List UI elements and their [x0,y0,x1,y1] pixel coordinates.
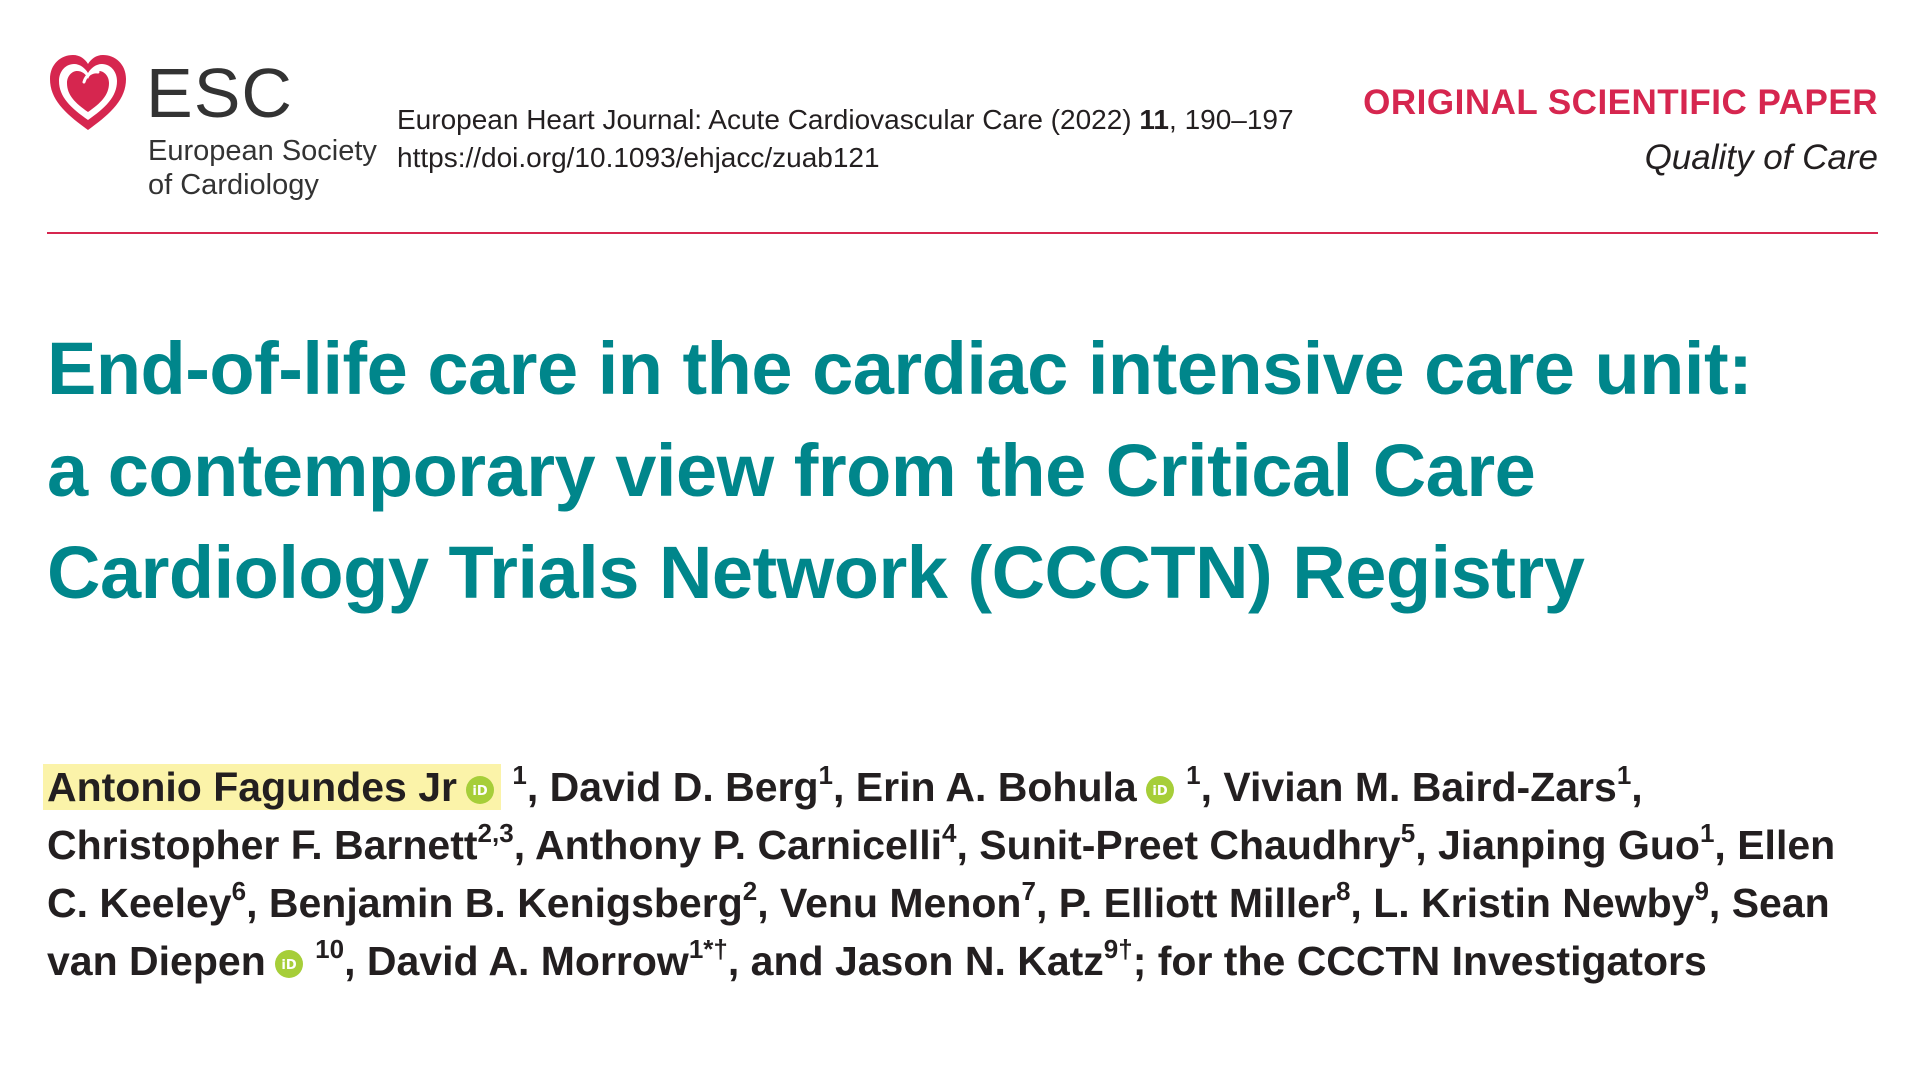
doi-link[interactable]: https://doi.org/10.1093/ehjacc/zuab121 [397,142,880,173]
author-name[interactable]: Ellen C. Keeley [47,822,1836,926]
author-name[interactable]: David D. Berg [549,764,819,810]
author-name[interactable]: Vivian M. Baird-Zars [1223,764,1617,810]
author-entry: Ellen C. Keeley6, [47,822,1835,926]
affiliation-marker[interactable]: 1*† [688,934,728,965]
author-entry: L. Kristin Newby9, [1373,878,1732,926]
author-separator: , and [727,938,835,984]
affiliation-marker[interactable]: 9 [1694,876,1709,907]
author-separator: , [526,764,550,810]
author-separator: , [246,880,269,926]
affiliation-marker[interactable]: 4 [942,818,957,849]
author-entry: David A. Morrow1*†, and [366,936,835,984]
author-name[interactable]: Sean van Diepen iD [47,880,1830,984]
affiliation-marker[interactable]: 2,3 [477,818,514,849]
author-entry: Benjamin B. Kenigsberg2, [268,878,781,926]
affiliation-marker[interactable]: 8 [1335,876,1351,907]
affiliation-marker[interactable]: 1 [512,760,527,791]
affiliation-marker[interactable]: 9† [1103,934,1133,965]
author-name[interactable]: Antonio Fagundes Jr iD [43,764,501,810]
header-divider [47,232,1878,234]
affiliation-marker[interactable]: 5 [1400,818,1416,849]
author-entry: Antonio Fagundes Jr iD 1, [43,762,550,810]
author-separator: , [1200,764,1224,810]
esc-heart-logo-icon [50,55,126,130]
society-name-line-1: European Society [148,135,377,167]
esc-wordmark: ESC [146,54,293,132]
article-title: End-of-life care in the cardiac intensiv… [47,327,1753,614]
orcid-icon[interactable]: iD [465,775,495,805]
author-separator: , [1708,880,1732,926]
svg-text:iD: iD [1152,784,1167,799]
author-separator: , [1035,880,1059,926]
esc-society-name: European Society of Cardiology [148,134,377,202]
author-entry: Anthony P. Carnicelli4, [534,820,980,868]
author-entry: David D. Berg1, [549,762,856,810]
author-name[interactable]: Sunit-Preet Chaudhry [979,822,1401,868]
author-entry: Erin A. Bohula iD 1, [856,762,1224,810]
affiliation-marker[interactable]: 6 [231,876,247,907]
journal-pages: , 190–197 [1169,104,1294,135]
journal-name: European Heart Journal: Acute Cardiovasc… [397,104,1132,135]
author-name[interactable]: Jianping Guo [1438,822,1700,868]
author-entry: Venu Menon7, [780,878,1059,926]
author-entry: Jianping Guo1, [1438,820,1738,868]
paper-type-label: ORIGINAL SCIENTIFIC PAPER [1363,83,1878,122]
affiliation-marker[interactable]: 10 [315,934,345,965]
affiliation-marker[interactable]: 2 [742,876,758,907]
affiliation-marker[interactable]: 1 [1616,760,1632,791]
author-name[interactable]: Anthony P. Carnicelli [534,822,943,868]
author-separator: , [1714,822,1738,868]
author-separator: , [956,822,980,868]
author-entry: Sean van Diepen iD 10, [47,880,1830,984]
author-list: Antonio Fagundes Jr iD 1, David D. Berg1,… [43,758,1877,990]
affiliation-marker[interactable]: 1 [818,760,833,791]
author-name[interactable]: David A. Morrow [366,938,689,984]
author-entry: Jason N. Katz9†; for the CCCTN Investiga… [834,936,1707,984]
author-separator: , [832,764,856,810]
author-name[interactable]: Christopher F. Barnett [47,822,478,868]
journal-citation: European Heart Journal: Acute Cardiovasc… [397,101,1294,177]
author-separator: , [757,880,781,926]
author-separator: , [513,822,535,868]
orcid-icon[interactable]: iD [1145,775,1175,805]
author-separator: , [1631,764,1643,810]
author-entry: P. Elliott Miller8, [1058,878,1374,926]
author-separator: , [1350,880,1374,926]
author-name[interactable]: Venu Menon [780,880,1022,926]
author-name[interactable]: Benjamin B. Kenigsberg [268,880,743,926]
author-separator: , [1415,822,1438,868]
affiliation-marker[interactable]: 1 [1186,760,1201,791]
affiliation-marker[interactable]: 1 [1699,818,1715,849]
author-name[interactable]: Erin A. Bohula iD [856,764,1175,810]
svg-text:iD: iD [281,958,296,973]
svg-text:iD: iD [472,784,487,799]
author-entry: Sunit-Preet Chaudhry5, [979,820,1438,868]
author-name[interactable]: Jason N. Katz [834,938,1104,984]
author-separator: , [344,938,367,984]
author-entry: Christopher F. Barnett2,3, [47,820,535,868]
author-separator: ; for the CCCTN Investigators [1132,938,1707,984]
journal-volume: 11 [1139,104,1170,135]
paper-section-label: Quality of Care [1644,138,1878,177]
orcid-icon[interactable]: iD [274,949,304,979]
affiliation-marker[interactable]: 7 [1021,876,1036,907]
society-name-line-2: of Cardiology [148,169,319,201]
author-entry: Vivian M. Baird-Zars1, [1223,762,1643,810]
author-name[interactable]: P. Elliott Miller [1058,880,1336,926]
author-name[interactable]: L. Kristin Newby [1373,880,1695,926]
